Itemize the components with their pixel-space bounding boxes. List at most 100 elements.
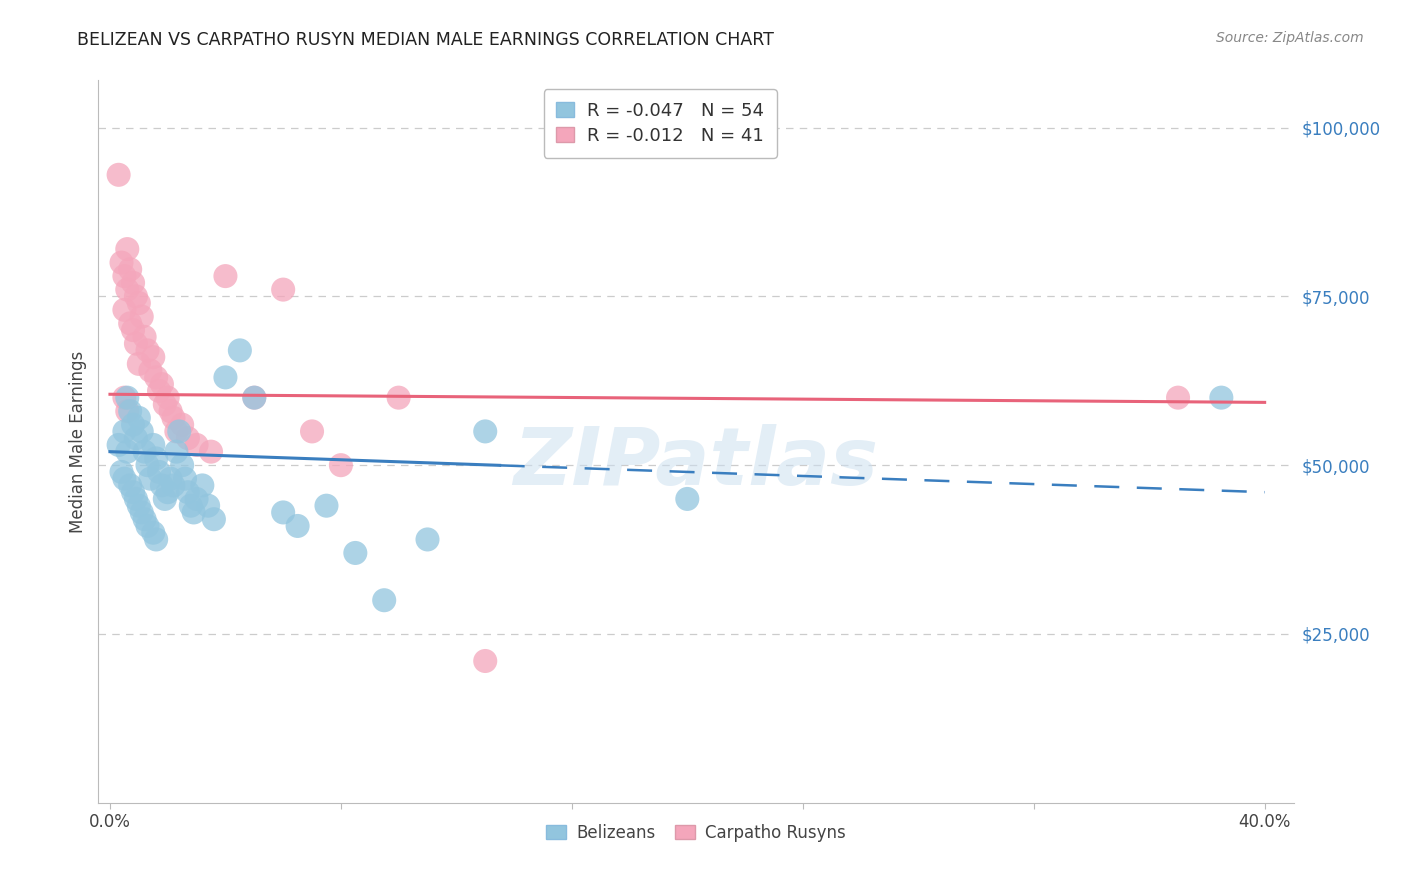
Point <box>180 499 202 513</box>
Point <box>122 485 145 500</box>
Y-axis label: Median Male Earnings: Median Male Earnings <box>69 351 87 533</box>
Point <box>162 478 184 492</box>
Point <box>167 425 190 439</box>
Point <box>142 350 165 364</box>
Point <box>156 485 179 500</box>
Point <box>162 411 184 425</box>
Point <box>122 323 145 337</box>
Point <box>186 491 208 506</box>
Point <box>125 289 148 303</box>
Point <box>120 317 142 331</box>
Point <box>112 302 135 317</box>
Point <box>122 417 145 432</box>
Point <box>287 519 309 533</box>
Point <box>112 472 135 486</box>
Point <box>474 654 496 668</box>
Point <box>142 525 165 540</box>
Point <box>229 343 252 358</box>
Point <box>110 465 132 479</box>
Point <box>1211 391 1233 405</box>
Point <box>202 512 225 526</box>
Point <box>150 478 173 492</box>
Point <box>416 533 439 547</box>
Point <box>148 384 170 398</box>
Point <box>110 255 132 269</box>
Point <box>150 377 173 392</box>
Point <box>125 491 148 506</box>
Point <box>183 505 205 519</box>
Point <box>172 458 194 472</box>
Point <box>134 330 156 344</box>
Point <box>139 364 162 378</box>
Legend: Belizeans, Carpatho Rusyns: Belizeans, Carpatho Rusyns <box>540 817 852 848</box>
Point <box>120 478 142 492</box>
Point <box>128 411 150 425</box>
Point <box>1167 391 1189 405</box>
Text: BELIZEAN VS CARPATHO RUSYN MEDIAN MALE EARNINGS CORRELATION CHART: BELIZEAN VS CARPATHO RUSYN MEDIAN MALE E… <box>77 31 775 49</box>
Point <box>131 310 153 324</box>
Point <box>112 425 135 439</box>
Point <box>142 438 165 452</box>
Point <box>676 491 699 506</box>
Point <box>156 391 179 405</box>
Point <box>122 276 145 290</box>
Point <box>145 370 167 384</box>
Point <box>120 404 142 418</box>
Point <box>134 444 156 458</box>
Point <box>214 269 236 284</box>
Point <box>301 425 323 439</box>
Point <box>329 458 352 472</box>
Point <box>131 425 153 439</box>
Point <box>388 391 411 405</box>
Point <box>186 438 208 452</box>
Point <box>197 499 219 513</box>
Point <box>271 283 294 297</box>
Point <box>136 458 159 472</box>
Point <box>125 336 148 351</box>
Point <box>117 404 139 418</box>
Point <box>214 370 236 384</box>
Point <box>271 505 294 519</box>
Point <box>131 505 153 519</box>
Point <box>125 431 148 445</box>
Point <box>136 343 159 358</box>
Point <box>145 533 167 547</box>
Point <box>200 444 222 458</box>
Point <box>172 417 194 432</box>
Point <box>148 465 170 479</box>
Text: Source: ZipAtlas.com: Source: ZipAtlas.com <box>1216 31 1364 45</box>
Point <box>243 391 266 405</box>
Point <box>177 431 200 445</box>
Point <box>165 444 187 458</box>
Point <box>139 472 162 486</box>
Point <box>117 242 139 256</box>
Point <box>165 425 187 439</box>
Point <box>243 391 266 405</box>
Point <box>136 519 159 533</box>
Point <box>128 357 150 371</box>
Point <box>153 397 176 411</box>
Point <box>191 478 214 492</box>
Point <box>474 425 496 439</box>
Point <box>107 168 129 182</box>
Point <box>145 451 167 466</box>
Point <box>153 491 176 506</box>
Point <box>120 262 142 277</box>
Point <box>117 444 139 458</box>
Point <box>177 485 200 500</box>
Point <box>128 296 150 310</box>
Point <box>107 438 129 452</box>
Point <box>159 404 181 418</box>
Point <box>159 472 181 486</box>
Point <box>344 546 367 560</box>
Point <box>128 499 150 513</box>
Point <box>315 499 337 513</box>
Point <box>134 512 156 526</box>
Point <box>112 269 135 284</box>
Point <box>112 391 135 405</box>
Text: ZIPatlas: ZIPatlas <box>513 425 879 502</box>
Point <box>174 472 197 486</box>
Point <box>373 593 395 607</box>
Point <box>117 391 139 405</box>
Point <box>117 283 139 297</box>
